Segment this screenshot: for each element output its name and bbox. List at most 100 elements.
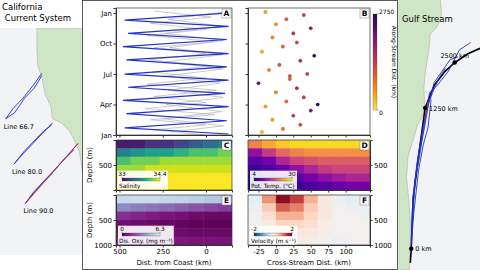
tick: 1000: [94, 242, 116, 250]
tick-label: 500: [113, 248, 126, 256]
tick: [258, 190, 259, 193]
tick-label: 1000: [374, 242, 392, 250]
cell: [304, 148, 318, 157]
cell: [189, 165, 204, 174]
y-axis: 5001000: [370, 196, 392, 250]
y-axis: 500: [99, 141, 117, 191]
cell: [218, 173, 232, 182]
point: [316, 103, 320, 107]
tick-mark: [114, 105, 117, 106]
plot-frame: [248, 8, 370, 135]
cell: [318, 140, 332, 149]
cell: [218, 212, 232, 221]
track: [414, 43, 470, 185]
tick: [311, 190, 312, 193]
cell: [318, 203, 332, 212]
cell: [218, 157, 232, 166]
tick-label: 250: [157, 248, 170, 256]
cell: [332, 157, 346, 166]
tick-label: 50: [307, 248, 316, 256]
panel-letter-box: [360, 9, 369, 18]
map: 0 km1250 km2500 kmGulf Stream: [363, 0, 480, 270]
cell: [160, 212, 175, 221]
cell: [203, 195, 218, 204]
tick-mark: [246, 74, 249, 75]
tick: [163, 135, 164, 138]
cell: [218, 182, 232, 190]
panel-letter-box: [222, 141, 231, 150]
cell: [276, 203, 290, 212]
tick-label: 25: [289, 248, 298, 256]
cell: [203, 212, 218, 221]
heatmap-panel: 500Depth (m)3334.4SalinityC: [86, 140, 233, 193]
point: [292, 32, 296, 36]
stream-axis: [410, 48, 480, 263]
tick-mark: [114, 44, 117, 45]
colorbar: -22Velocity (m s⁻¹): [250, 226, 297, 245]
cell: [318, 182, 332, 190]
tick-mark: [206, 190, 207, 193]
cell: [332, 140, 346, 149]
cell: [203, 140, 218, 149]
cell: [262, 157, 276, 166]
land: [37, 28, 82, 255]
cell: [346, 220, 360, 229]
plot-area: [248, 195, 370, 245]
cell: [189, 203, 204, 212]
cell: [189, 237, 204, 245]
cell: [346, 173, 360, 182]
tick: 250: [157, 245, 170, 256]
x-axis: -250255075100: [249, 245, 371, 256]
tick-label: 0: [204, 248, 208, 256]
cell: [131, 212, 146, 221]
colorbar-background: [118, 226, 174, 245]
x-axis-title: Cross-Stream Dist. (km): [267, 259, 351, 267]
tick-mark: [246, 44, 249, 45]
tick-label: Apr: [100, 101, 112, 109]
cell: [248, 148, 262, 157]
tick-label: 1000: [94, 242, 112, 250]
tick-mark: [311, 135, 312, 138]
tick-mark: [370, 165, 373, 166]
colorbar-tick-label: 33: [118, 171, 126, 177]
tick: Jan: [100, 10, 116, 18]
tick: 500: [113, 245, 126, 256]
tick-mark: [276, 135, 277, 138]
axis-line: [371, 196, 373, 246]
plot-area: [116, 140, 232, 190]
tick: [293, 135, 294, 138]
cell: [203, 182, 218, 190]
colorbar-title: Velocity (m s⁻¹): [251, 238, 296, 245]
cell: [332, 182, 346, 190]
track-label: Line 80.0: [12, 168, 42, 176]
cell: [203, 148, 218, 157]
cell: [346, 212, 360, 221]
plot-frame: [248, 195, 370, 245]
cell: [174, 157, 189, 166]
cell: [174, 173, 189, 182]
tick: [246, 105, 249, 106]
cell: [304, 228, 318, 237]
point: [285, 17, 289, 21]
cell: [276, 212, 290, 221]
cell: [203, 173, 218, 182]
cell: [189, 157, 204, 166]
tick-label: 0: [274, 248, 278, 256]
tick-mark: [328, 190, 329, 193]
cell: [332, 173, 346, 182]
axis-line: [117, 246, 233, 248]
point: [305, 72, 309, 76]
axis-line: [117, 136, 233, 138]
cell: [145, 212, 160, 221]
tick: 500: [370, 162, 387, 170]
cell: [131, 148, 146, 157]
tick: [119, 190, 120, 193]
cell: [304, 165, 318, 174]
cell: [248, 157, 262, 166]
tick: [206, 135, 207, 138]
tick: Jan: [100, 132, 116, 140]
cell: [116, 203, 131, 212]
cell: [262, 140, 276, 149]
cell: [174, 203, 189, 212]
land: [398, 0, 442, 270]
